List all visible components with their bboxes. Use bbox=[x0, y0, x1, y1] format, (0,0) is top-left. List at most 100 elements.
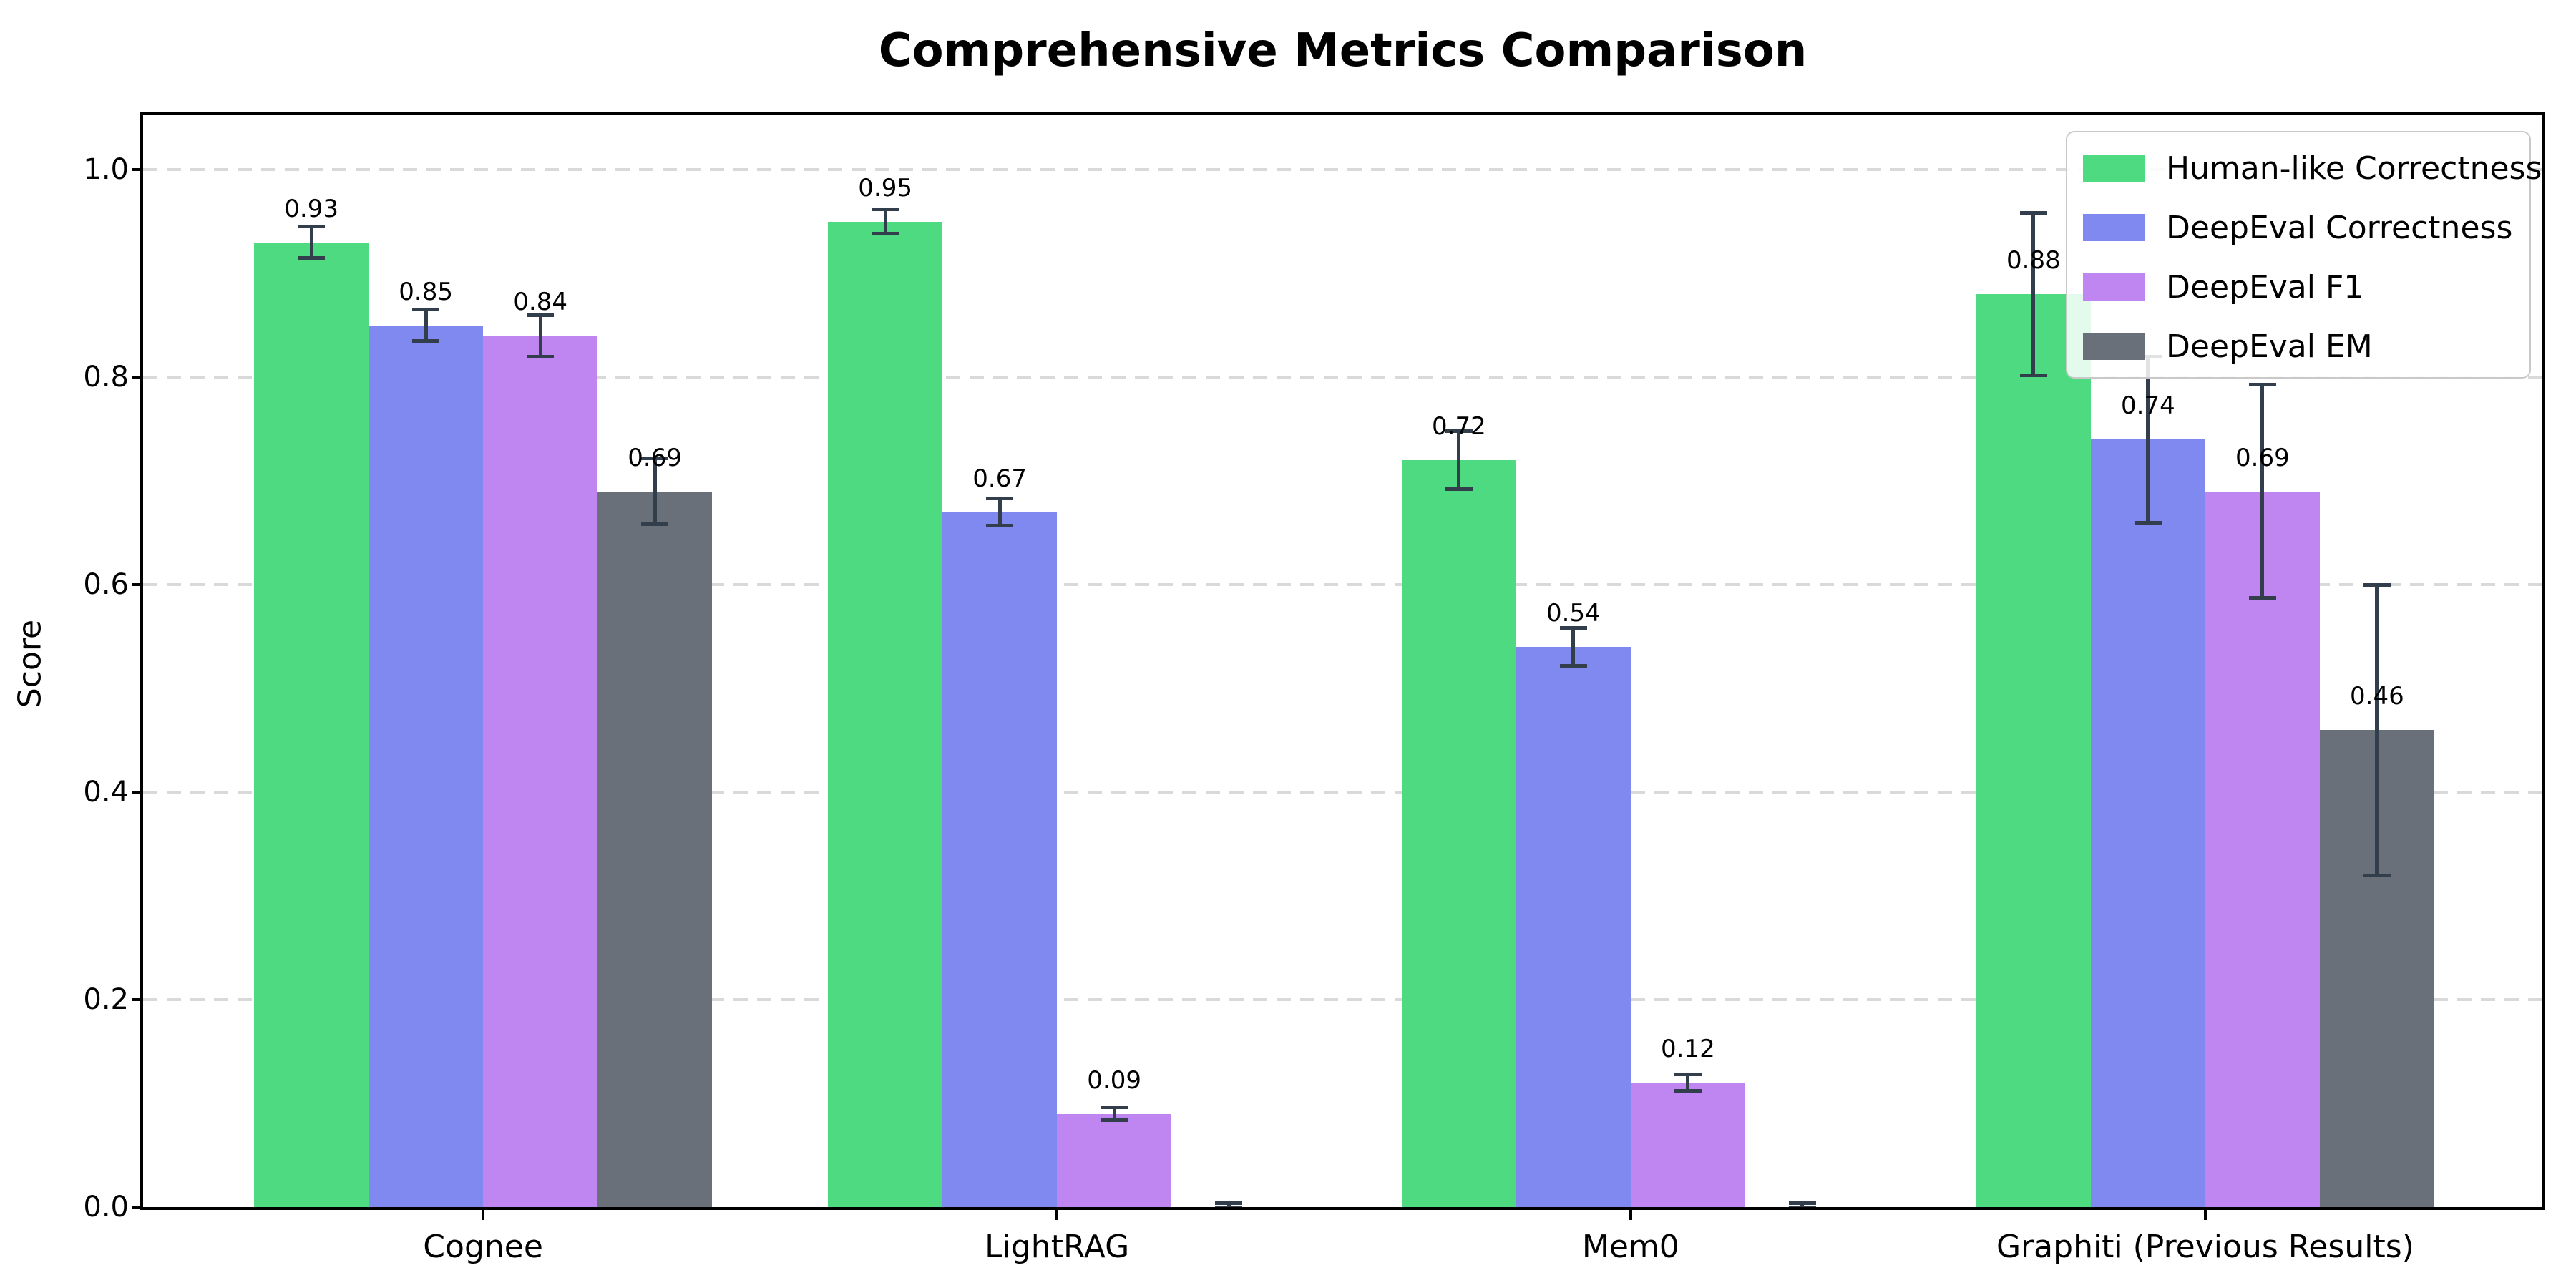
error-bar bbox=[424, 309, 428, 341]
y-tick-mark bbox=[132, 583, 143, 586]
error-bar-cap-top bbox=[986, 497, 1014, 501]
error-bar bbox=[309, 226, 313, 258]
bar-deepeval-correctness-3 bbox=[2090, 439, 2205, 1207]
error-bar-cap-top bbox=[1101, 1106, 1128, 1110]
error-bar-cap-top bbox=[641, 456, 669, 460]
error-bar bbox=[2375, 585, 2379, 875]
error-bar-cap-bottom bbox=[1559, 663, 1587, 668]
y-tick-mark bbox=[132, 1206, 143, 1209]
legend: Human-like Correctness DeepEval Correctne… bbox=[2066, 131, 2542, 379]
y-tick-label: 0.4 bbox=[83, 776, 129, 809]
x-tick-mark bbox=[1629, 1207, 1632, 1220]
bar-value-label: 0.12 bbox=[1661, 1035, 1715, 1063]
legend-label: DeepEval F1 bbox=[2166, 268, 2364, 306]
x-tick-mark bbox=[1055, 1207, 1059, 1220]
y-tick-label: 0.6 bbox=[83, 568, 129, 601]
error-bar-cap-top bbox=[1674, 1072, 1702, 1076]
bar-deepeval-f1-1 bbox=[1057, 1113, 1172, 1207]
error-bar-cap-top bbox=[2363, 582, 2391, 587]
x-tick-label-1: Cognee bbox=[423, 1229, 543, 1265]
x-tick-label-3: Mem0 bbox=[1581, 1229, 1679, 1265]
bar-human-like-correctness-1 bbox=[828, 221, 943, 1207]
bar-human-like-correctness-2 bbox=[1401, 460, 1516, 1207]
gridline-0.6 bbox=[143, 583, 2542, 586]
bar-human-like-correctness-0 bbox=[254, 242, 369, 1207]
y-tick-label: 0.8 bbox=[83, 361, 129, 394]
error-bar bbox=[538, 315, 542, 356]
error-bar-cap-bottom bbox=[2248, 596, 2276, 600]
error-bar-cap-bottom bbox=[2134, 520, 2162, 525]
plot-border bbox=[140, 112, 2545, 1210]
error-bar-cap-bottom bbox=[1445, 487, 1473, 492]
legend-label: DeepEval EM bbox=[2166, 328, 2373, 365]
bar-value-label: 0.09 bbox=[1087, 1065, 1141, 1095]
error-bar-cap-bottom bbox=[1674, 1089, 1702, 1093]
legend-swatch-icon bbox=[2083, 333, 2145, 360]
error-bar-cap-top bbox=[298, 225, 326, 229]
legend-swatch-icon bbox=[2083, 214, 2145, 241]
bar-value-label: 0.69 bbox=[628, 443, 682, 472]
bar-value-label: 0.85 bbox=[399, 277, 453, 306]
x-tick-label-2: LightRAG bbox=[985, 1229, 1130, 1265]
y-tick-mark bbox=[132, 376, 143, 379]
bar-deepeval-f1-3 bbox=[2205, 491, 2320, 1207]
bar-value-label: 0.67 bbox=[972, 464, 1027, 493]
error-bar bbox=[1800, 1203, 1805, 1207]
bar-deepeval-f1-0 bbox=[483, 336, 598, 1207]
gridline-0.8 bbox=[143, 376, 2542, 379]
legend-item-1: Human-like Correctness bbox=[2067, 139, 2542, 197]
error-bar bbox=[997, 498, 1002, 526]
gridline-0.4 bbox=[143, 791, 2542, 794]
bar-deepeval-correctness-0 bbox=[369, 325, 484, 1207]
bar-deepeval-correctness-2 bbox=[1516, 647, 1631, 1207]
x-tick-label-4: Graphiti (Previous Results) bbox=[1996, 1229, 2414, 1265]
bar-value-label: 0.88 bbox=[2006, 246, 2061, 275]
error-bar-cap-bottom bbox=[298, 255, 326, 260]
bar-value-label: 0.93 bbox=[284, 194, 338, 223]
error-bar-cap-top bbox=[1215, 1201, 1243, 1205]
bar-value-label: 0.95 bbox=[858, 173, 912, 203]
error-bar-cap-top bbox=[1445, 429, 1473, 433]
error-bar-cap-bottom bbox=[2019, 373, 2047, 377]
bar-deepeval-em-0 bbox=[597, 491, 713, 1207]
y-tick-label: 0.2 bbox=[83, 983, 129, 1016]
error-bar-cap-top bbox=[412, 308, 440, 312]
legend-label: Human-like Correctness bbox=[2166, 150, 2542, 187]
bar-deepeval-correctness-1 bbox=[942, 512, 1058, 1207]
bar-value-label: 0.54 bbox=[1546, 599, 1601, 628]
y-tick-label: 0.0 bbox=[83, 1191, 129, 1224]
bar-deepeval-f1-2 bbox=[1630, 1083, 1745, 1207]
legend-swatch-icon bbox=[2083, 155, 2145, 182]
error-bar-cap-top bbox=[2019, 211, 2047, 215]
error-bar bbox=[1226, 1203, 1231, 1207]
error-bar-cap-top bbox=[1788, 1201, 1816, 1205]
y-tick-mark bbox=[132, 168, 143, 171]
gridline-1.0 bbox=[143, 168, 2542, 171]
error-bar bbox=[1457, 431, 1461, 489]
error-bar bbox=[1686, 1074, 1690, 1091]
error-bar-cap-bottom bbox=[872, 232, 899, 236]
bar-value-label: 0.84 bbox=[513, 288, 567, 316]
x-tick-mark bbox=[482, 1207, 485, 1220]
y-tick-mark bbox=[132, 998, 143, 1001]
error-bar-cap-bottom bbox=[527, 354, 555, 358]
error-bar bbox=[883, 209, 887, 234]
error-bar-cap-top bbox=[2248, 382, 2276, 386]
y-tick-label: 1.0 bbox=[83, 153, 129, 186]
legend-swatch-icon bbox=[2083, 273, 2145, 301]
error-bar bbox=[2260, 384, 2265, 598]
bar-value-label: 0.74 bbox=[2121, 391, 2175, 420]
legend-item-4: DeepEval EM bbox=[2067, 317, 2529, 376]
bar-human-like-correctness-3 bbox=[1976, 294, 2091, 1207]
error-bar-cap-bottom bbox=[986, 523, 1014, 527]
legend-label: DeepEval Correctness bbox=[2166, 209, 2513, 246]
error-bar bbox=[2031, 213, 2036, 376]
error-bar-cap-bottom bbox=[2363, 873, 2391, 877]
error-bar bbox=[2146, 356, 2150, 522]
error-bar-cap-top bbox=[1559, 626, 1587, 630]
legend-item-2: DeepEval Correctness bbox=[2067, 198, 2529, 257]
error-bar bbox=[1112, 1107, 1116, 1121]
legend-item-3: DeepEval F1 bbox=[2067, 258, 2529, 316]
